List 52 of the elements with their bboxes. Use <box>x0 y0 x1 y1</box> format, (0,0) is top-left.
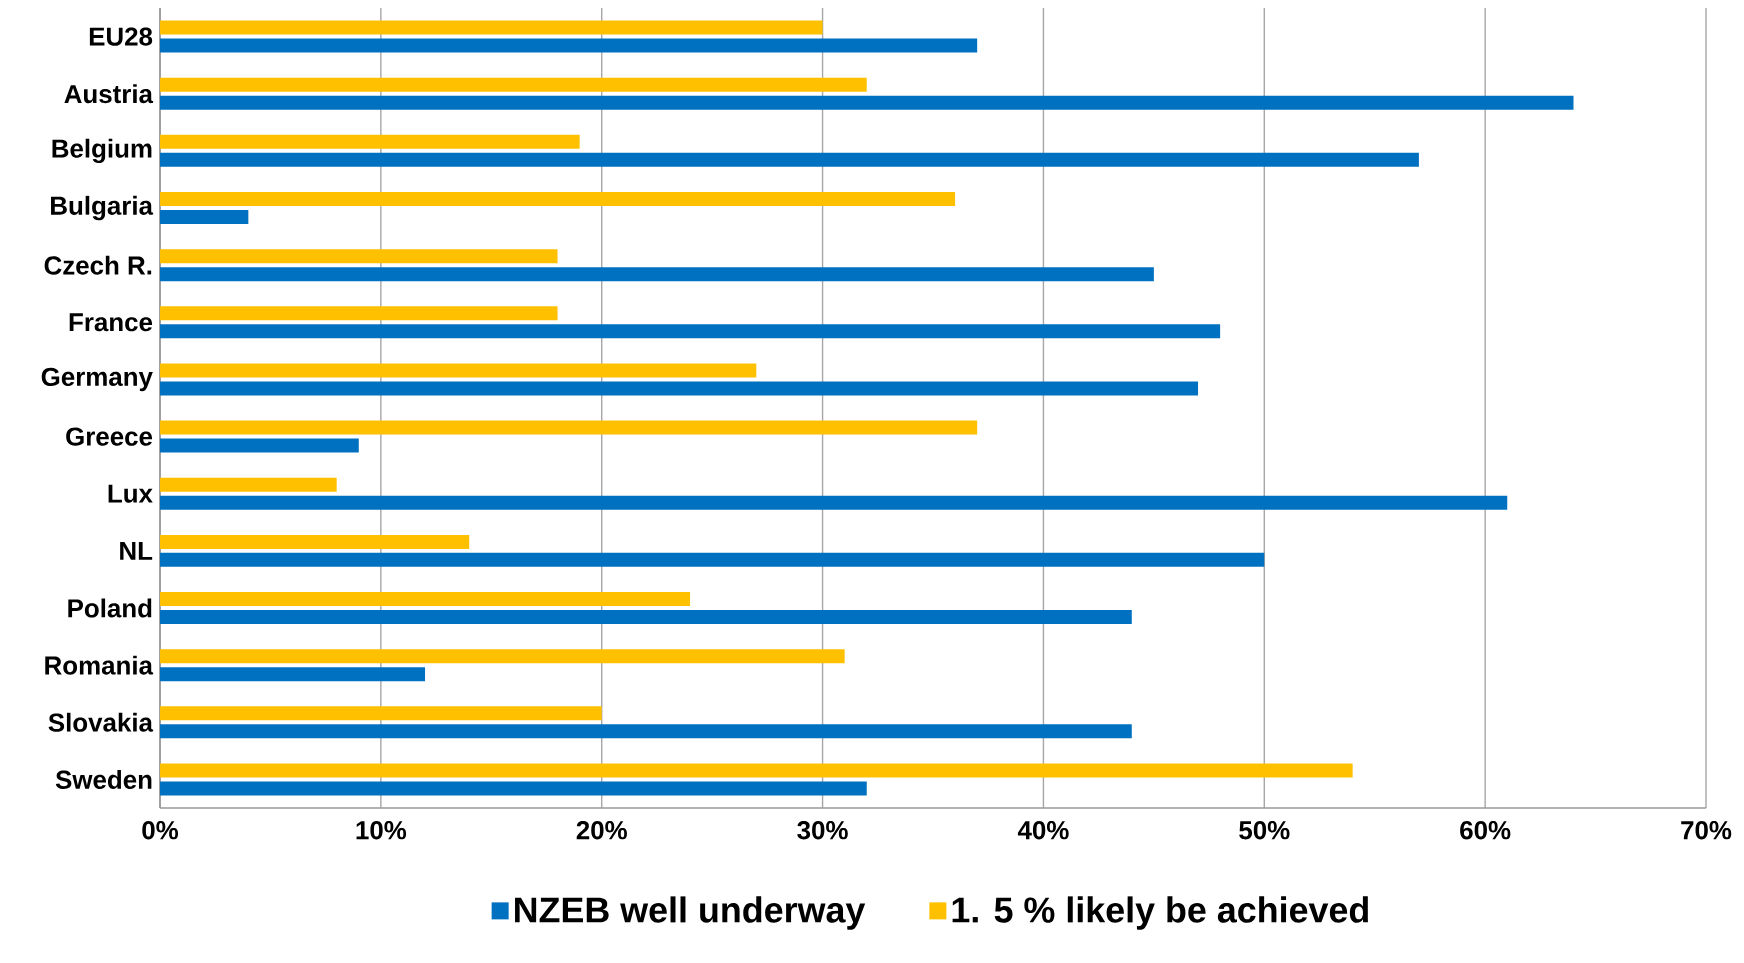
bar <box>160 210 249 224</box>
y-tick-label: Belgium <box>52 138 152 163</box>
bar <box>160 249 558 264</box>
x-tick-label: 40% <box>1017 821 1069 840</box>
bar <box>160 192 956 207</box>
bar <box>160 610 1132 624</box>
y-tick-label: Austria <box>64 84 154 104</box>
y-tick-label: Bulgaria <box>51 195 154 221</box>
y-tick-label: Czech R. <box>44 255 152 275</box>
bar <box>160 763 1353 778</box>
bar <box>160 477 337 492</box>
bar <box>160 20 823 35</box>
legend-label: NZEB well underway <box>515 896 866 930</box>
bar <box>160 592 691 607</box>
bar <box>160 152 1419 167</box>
bar <box>160 706 602 721</box>
x-tick-label: 20% <box>576 821 627 840</box>
y-tick-label: Germany <box>41 367 153 392</box>
x-tick-label: 60% <box>1460 821 1511 840</box>
x-tick-label: 30% <box>797 821 848 840</box>
bar <box>160 724 1132 739</box>
bar <box>160 438 359 453</box>
y-tick-label: Sweden <box>55 769 152 789</box>
bar <box>160 649 845 664</box>
y-tick-label: Greece <box>66 427 153 446</box>
y-tick-label: Slovakia <box>48 712 154 732</box>
bar <box>160 77 867 92</box>
y-tick-label: EU28 <box>89 27 153 46</box>
x-tick-label: 70% <box>1681 821 1732 840</box>
legend-label: 1. 5 % likely be achieved <box>952 896 1368 930</box>
bar <box>160 267 1154 282</box>
x-tick-label: 0% <box>142 821 179 840</box>
bar <box>160 324 1221 339</box>
x-tick-label: 50% <box>1239 821 1290 840</box>
bar <box>160 534 470 549</box>
bar <box>160 38 978 53</box>
y-tick-label: Romania <box>45 655 154 675</box>
bar <box>160 781 867 796</box>
bar <box>160 134 580 149</box>
bar <box>160 381 1199 396</box>
bar <box>160 420 978 435</box>
y-tick-label: NL <box>120 541 153 560</box>
bar <box>160 306 558 321</box>
bar <box>160 552 1265 567</box>
bar <box>160 95 1574 110</box>
bar <box>160 363 757 378</box>
y-tick-label: Poland <box>68 598 152 618</box>
bar <box>160 667 426 682</box>
y-tick-label: France <box>69 313 153 332</box>
bar <box>160 495 1508 510</box>
x-tick-label: 10% <box>356 821 407 840</box>
y-tick-label: Lux <box>108 484 153 503</box>
